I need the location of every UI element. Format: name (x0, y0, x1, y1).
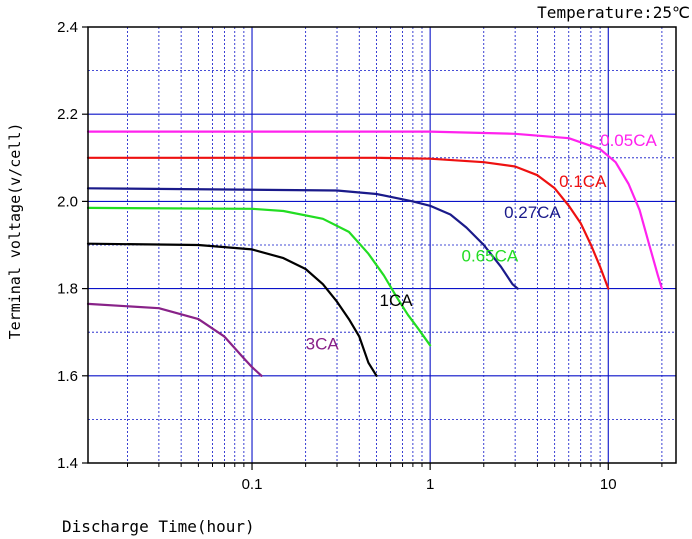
series-label-3ca: 3CA (306, 335, 340, 354)
x-axis-label: Discharge Time(hour) (62, 517, 255, 536)
series-line-3ca (86, 302, 263, 377)
ticks-layer: 1.4 1.6 1.8 2.0 2.2 2.4 0.1 1 10 (57, 19, 663, 493)
x-tick-label: 1 (426, 476, 434, 493)
major-grid (88, 27, 676, 463)
y-axis-label: Terminal voltage(v/cell) (6, 123, 24, 340)
series-label-01ca: 0.1CA (559, 172, 607, 191)
series-line-1ca (86, 242, 378, 377)
y-tick-label: 2.2 (57, 106, 78, 123)
labels-layer: 0.05CA 0.1CA 0.27CA 0.65CA 1CA 3CA (306, 131, 658, 354)
series-label-065ca: 0.65CA (462, 247, 519, 266)
y-tick-label: 1.4 (57, 455, 78, 472)
temperature-annotation: Temperature:25℃ (537, 3, 690, 22)
plot-frame (87, 26, 677, 464)
series-line-027ca (86, 187, 519, 290)
x-tick-label: 10 (600, 476, 617, 493)
series-label-1ca: 1CA (380, 291, 414, 310)
series-line-065ca (86, 206, 432, 347)
series-label-005ca: 0.05CA (600, 131, 657, 150)
y-tick-label: 1.6 (57, 368, 78, 385)
series-label-027ca: 0.27CA (504, 203, 561, 222)
x-tick-label: 0.1 (242, 476, 263, 493)
minor-grid (88, 27, 676, 463)
series-line-01ca (86, 156, 610, 290)
y-tick-label: 2.4 (57, 19, 78, 36)
y-tick-label: 1.8 (57, 281, 78, 298)
series-layer (86, 130, 663, 377)
y-tick-label: 2.0 (57, 193, 78, 210)
series-line-005ca (86, 130, 663, 290)
